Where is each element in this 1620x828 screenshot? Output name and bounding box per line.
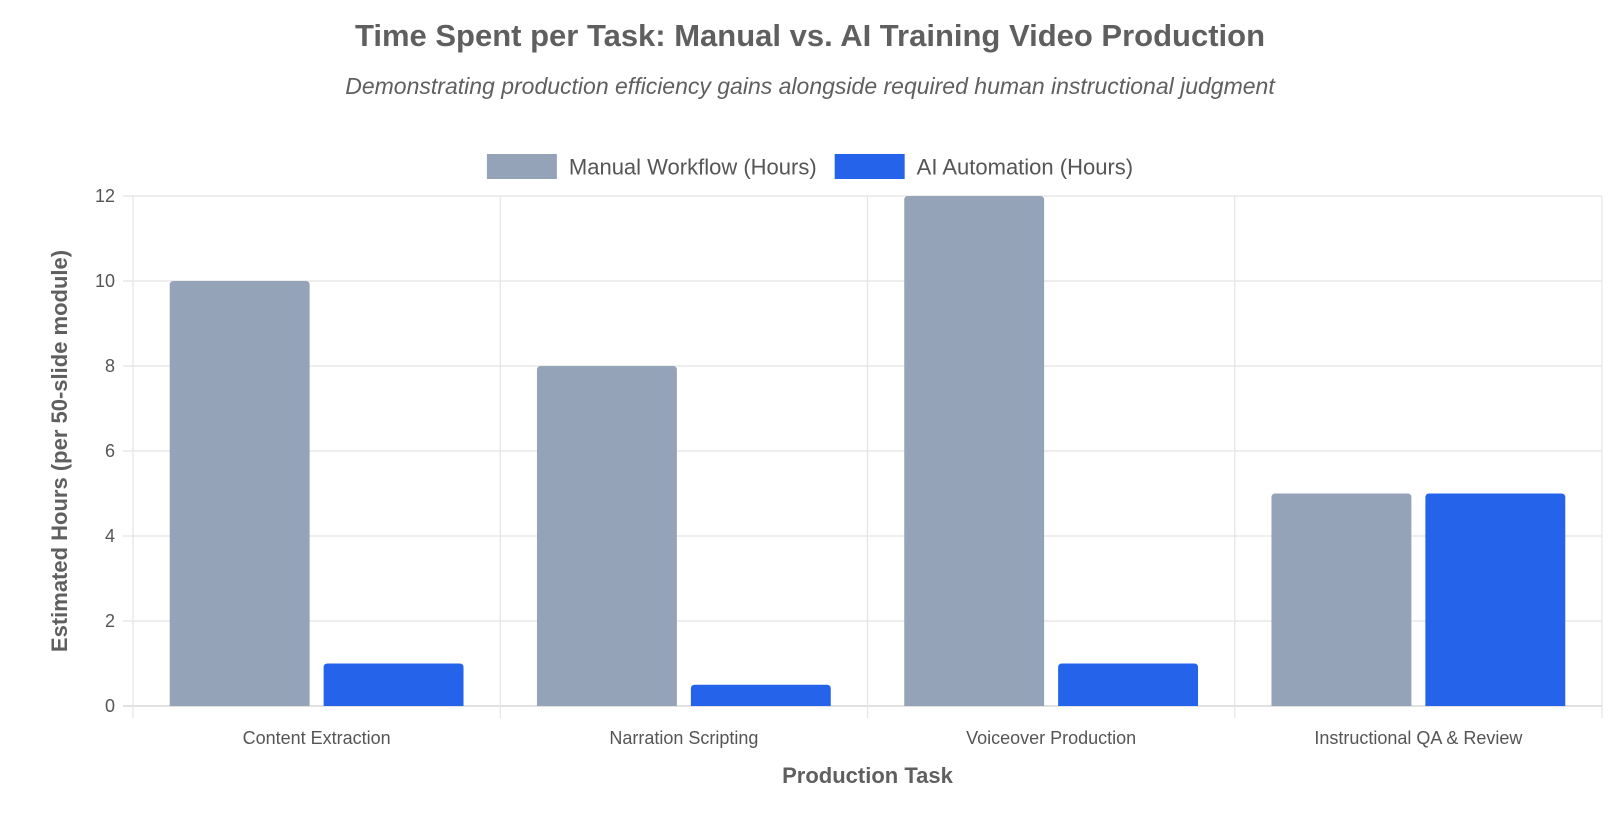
y-tick-label: 6 <box>105 441 115 461</box>
x-tick-label: Narration Scripting <box>609 728 758 748</box>
y-tick-label: 2 <box>105 611 115 631</box>
grid-layer <box>123 195 1603 718</box>
legend-label[interactable]: Manual Workflow (Hours) <box>569 155 817 180</box>
legend-swatch-manual[interactable] <box>486 154 557 179</box>
x-tick-label: Content Extraction <box>243 728 391 748</box>
bar-manual-2[interactable] <box>904 196 1045 706</box>
chart-subtitle: Demonstrating production efficiency gain… <box>345 73 1275 99</box>
bar-manual-3[interactable] <box>1271 493 1412 707</box>
bar-manual-1[interactable] <box>536 366 677 706</box>
y-axis-title: Estimated Hours (per 50-slide module) <box>47 250 72 652</box>
bar-ai-1[interactable] <box>690 684 831 706</box>
x-tick-label: Instructional QA & Review <box>1314 728 1523 748</box>
y-tick-label: 12 <box>95 186 115 206</box>
legend-swatch-ai[interactable] <box>834 154 905 179</box>
x-axis-title: Production Task <box>782 763 953 788</box>
bar-manual-0[interactable] <box>169 281 310 706</box>
chart-title: Time Spent per Task: Manual vs. AI Train… <box>354 18 1266 53</box>
bar-ai-3[interactable] <box>1425 493 1566 707</box>
legend-label[interactable]: AI Automation (Hours) <box>917 155 1133 180</box>
y-tick-label: 8 <box>105 356 115 376</box>
y-tick-label: 10 <box>95 271 115 291</box>
axis-layer: 0 2 4 6 8 10 12 Content Extraction Narration Scr… <box>95 186 1523 748</box>
legend[interactable]: Manual Workflow (Hours) AI Automation (Ho… <box>486 154 1133 180</box>
bar-layer <box>169 196 1566 707</box>
bar-ai-0[interactable] <box>323 663 464 707</box>
bar-ai-2[interactable] <box>1058 663 1199 707</box>
y-tick-label: 0 <box>105 696 115 716</box>
x-tick-label: Voiceover Production <box>966 728 1136 748</box>
y-tick-label: 4 <box>105 526 115 546</box>
